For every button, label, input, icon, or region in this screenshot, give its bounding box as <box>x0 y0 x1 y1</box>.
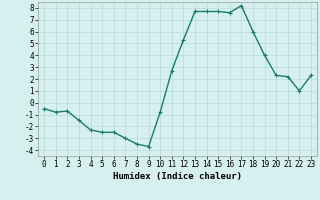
X-axis label: Humidex (Indice chaleur): Humidex (Indice chaleur) <box>113 172 242 181</box>
